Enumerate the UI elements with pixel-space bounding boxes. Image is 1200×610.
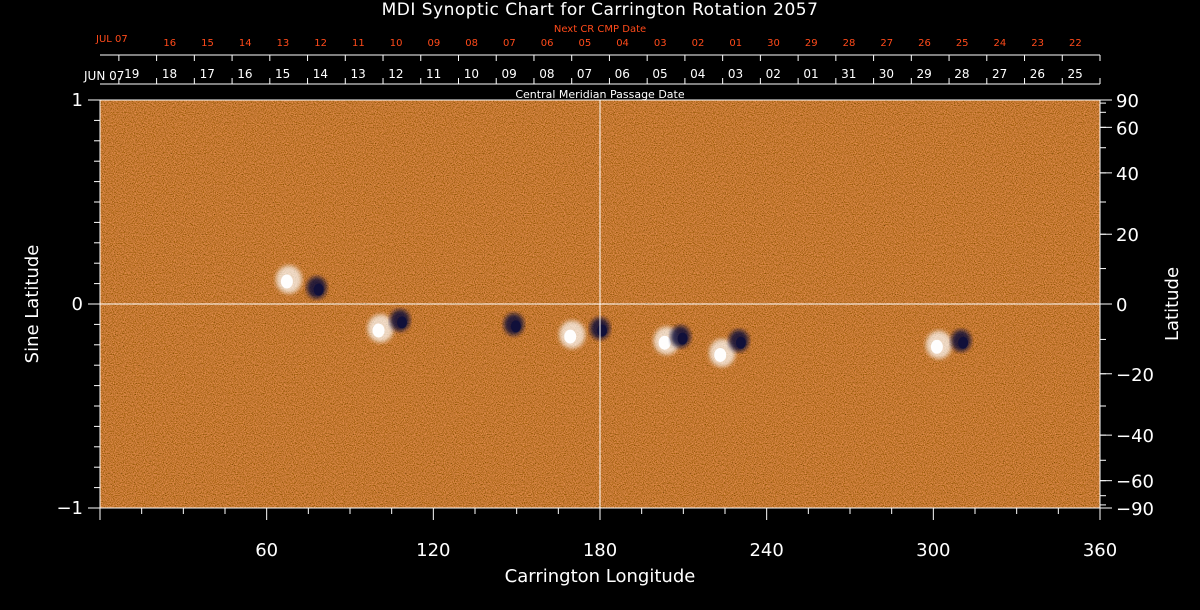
- cmp-date-13: 06: [615, 67, 630, 81]
- next-cr-date-10: 06: [541, 38, 554, 49]
- x-tick-label-300: 300: [916, 540, 950, 561]
- active-region-core-3: [397, 316, 407, 329]
- cmp-date-6: 13: [351, 67, 366, 81]
- cmp-axis-label: Central Meridian Passage Date: [515, 88, 684, 101]
- y-right-tick-label-6: −40: [1116, 426, 1154, 447]
- cmp-date-3: 16: [237, 67, 252, 81]
- y-right-tick-label-0: 90: [1116, 91, 1139, 112]
- y-right-tick-label-8: −90: [1116, 499, 1154, 520]
- next-cr-date-11: 05: [578, 38, 591, 49]
- next-cr-date-24: 22: [1069, 38, 1082, 49]
- active-region-core-12: [958, 336, 969, 349]
- next-cr-axis-label: Next CR CMP Date: [554, 24, 646, 35]
- cmp-date-9: 10: [464, 67, 479, 81]
- x-axis-label: Carrington Longitude: [505, 566, 696, 587]
- y-right-tick-label-3: 20: [1116, 225, 1139, 246]
- next-cr-date-3: 13: [277, 38, 290, 49]
- next-cr-start-label: JUL 07: [95, 34, 128, 45]
- active-region-core-10: [735, 336, 746, 349]
- next-cr-date-6: 10: [390, 38, 403, 49]
- active-region-core-7: [658, 335, 671, 350]
- next-cr-date-19: 27: [880, 38, 893, 49]
- cmp-date-7: 12: [388, 67, 403, 81]
- next-cr-date-7: 09: [428, 38, 441, 49]
- next-cr-date-14: 02: [692, 38, 705, 49]
- active-region-core-6: [597, 324, 607, 337]
- next-cr-date-18: 28: [843, 38, 856, 49]
- y-left-tick-label-1: 0: [72, 294, 83, 315]
- y-left-tick-label-0: −1: [56, 498, 83, 519]
- active-region-core-2: [372, 323, 385, 338]
- cmp-date-18: 01: [803, 67, 818, 81]
- active-region-core-8: [677, 332, 688, 345]
- cmp-date-1: 18: [162, 67, 177, 81]
- y-right-tick-label-1: 60: [1116, 118, 1139, 139]
- cmp-date-22: 28: [954, 67, 969, 81]
- y-left-axis-label: Sine Latitude: [22, 245, 43, 364]
- y-left-tick-label-2: 1: [72, 90, 83, 111]
- cmp-date-24: 26: [1030, 67, 1045, 81]
- y-right-tick-label-2: 40: [1116, 164, 1139, 185]
- cmp-date-21: 29: [917, 67, 932, 81]
- next-cr-date-16: 30: [767, 38, 780, 49]
- x-tick-label-360: 360: [1083, 540, 1117, 561]
- next-cr-date-12: 04: [616, 38, 629, 49]
- active-region-core-5: [564, 329, 577, 344]
- cmp-date-4: 15: [275, 67, 290, 81]
- y-right-axis-label: Latitude: [1162, 267, 1183, 341]
- cmp-date-25: 25: [1067, 67, 1082, 81]
- cmp-date-2: 17: [200, 67, 215, 81]
- active-region-core-9: [714, 347, 727, 362]
- next-cr-date-5: 11: [352, 38, 365, 49]
- active-region-core-1: [313, 283, 324, 296]
- y-right-tick-label-7: −60: [1116, 472, 1154, 493]
- cmp-date-19: 31: [841, 67, 856, 81]
- x-tick-label-60: 60: [255, 540, 278, 561]
- x-tick-label-120: 120: [416, 540, 450, 561]
- y-right-tick-label-5: −20: [1116, 365, 1154, 386]
- next-cr-date-15: 01: [729, 38, 742, 49]
- next-cr-date-20: 26: [918, 38, 931, 49]
- cmp-date-10: 09: [501, 67, 516, 81]
- cmp-date-15: 04: [690, 67, 705, 81]
- next-cr-date-8: 08: [465, 38, 478, 49]
- next-cr-date-1: 15: [201, 38, 214, 49]
- next-cr-date-2: 14: [239, 38, 252, 49]
- next-cr-date-4: 12: [314, 38, 327, 49]
- x-tick-label-180: 180: [583, 540, 617, 561]
- cmp-start-label: JUN 07: [83, 69, 124, 83]
- cmp-date-11: 08: [539, 67, 554, 81]
- cmp-date-8: 11: [426, 67, 441, 81]
- next-cr-date-23: 23: [1031, 38, 1044, 49]
- cmp-date-5: 14: [313, 67, 328, 81]
- next-cr-date-17: 29: [805, 38, 818, 49]
- cmp-date-12: 07: [577, 67, 592, 81]
- x-tick-label-240: 240: [749, 540, 783, 561]
- next-cr-date-21: 25: [956, 38, 969, 49]
- cmp-date-23: 27: [992, 67, 1007, 81]
- cmp-date-16: 03: [728, 67, 743, 81]
- active-region-core-4: [510, 320, 521, 333]
- next-cr-date-13: 03: [654, 38, 667, 49]
- active-region-core-11: [930, 339, 943, 354]
- next-cr-date-0: 16: [163, 38, 176, 49]
- cmp-date-17: 02: [766, 67, 781, 81]
- chart-title: MDI Synoptic Chart for Carrington Rotati…: [381, 0, 819, 20]
- cmp-date-0: 19: [124, 67, 139, 81]
- next-cr-date-9: 07: [503, 38, 516, 49]
- active-region-core-0: [280, 274, 293, 289]
- y-right-tick-label-4: 0: [1116, 295, 1127, 316]
- cmp-date-20: 30: [879, 67, 894, 81]
- cmp-date-14: 05: [652, 67, 667, 81]
- next-cr-date-22: 24: [994, 38, 1007, 49]
